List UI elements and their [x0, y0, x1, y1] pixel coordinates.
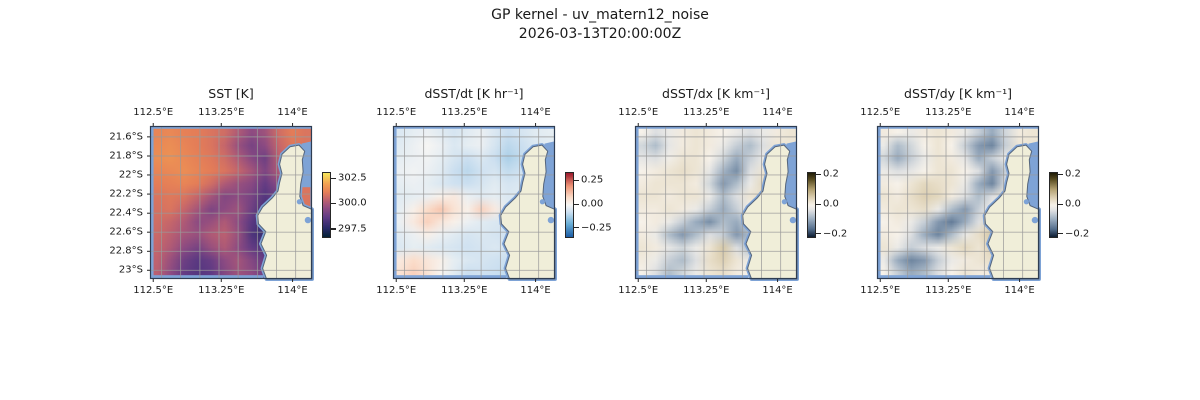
y-tick-label: 21.8°S	[109, 150, 143, 162]
colorbar-tick-label: 0.0	[1065, 198, 1081, 210]
colorbar-tick	[574, 227, 579, 229]
x-axis-bottom-labels: 112.5°E 113.25°E 114°E	[860, 285, 1039, 298]
colorbar-tick-label: 297.5	[338, 223, 367, 235]
colorbar-tick-label: 0.0	[823, 198, 839, 210]
colorbar-tick-label: 302.5	[338, 172, 367, 184]
x-tick-label: 114°E	[762, 285, 793, 296]
colorbar-tick	[574, 203, 579, 205]
coastline-overlay	[392, 123, 557, 282]
x-tick-label: 114°E	[520, 285, 551, 296]
colorbar-tick	[1058, 173, 1063, 175]
x-axis-top-labels: 112.5°E 113.25°E 114°E	[133, 107, 312, 120]
colorbar-tick-label: 300.0	[338, 197, 367, 209]
colorbar-tick	[1058, 233, 1063, 235]
x-tick-label: 114°E	[762, 107, 793, 118]
colorbar-gradient	[807, 172, 816, 238]
coastline-overlay	[147, 123, 314, 282]
colorbar-sst: 302.5 300.0 297.5	[322, 172, 392, 238]
x-axis-bottom-labels: 112.5°E 113.25°E 114°E	[376, 285, 555, 298]
colorbar-tick-label: −0.2	[823, 228, 848, 240]
x-axis-bottom-labels: 112.5°E 113.25°E 114°E	[618, 285, 797, 298]
x-tick-label: 113.25°E	[925, 285, 972, 296]
colorbar-tick	[331, 228, 336, 230]
x-tick-label: 112.5°E	[376, 107, 417, 118]
y-tick-label: 21.6°S	[109, 131, 143, 143]
figure-timestamp: 2026-03-13T20:00:00Z	[518, 26, 682, 42]
colorbar-tick	[816, 203, 821, 205]
panel-title: SST [K]	[208, 86, 254, 101]
x-tick-label: 113.25°E	[441, 107, 488, 118]
x-tick-label: 114°E	[1004, 285, 1035, 296]
colorbar-gradient	[565, 172, 574, 238]
y-tick-label: 22.4°S	[109, 207, 143, 219]
colorbar-tick	[331, 177, 336, 179]
colorbar-tick	[331, 202, 336, 205]
y-tick-label: 22.6°S	[109, 226, 143, 238]
panel-title: dSST/dx [K km⁻¹]	[662, 86, 770, 101]
colorbar-dsst-dt: 0.25 0.00 −0.25	[565, 172, 635, 238]
map-plot-area	[392, 123, 557, 282]
x-tick-label: 113.25°E	[198, 285, 245, 296]
x-tick-label: 113.25°E	[925, 107, 972, 118]
colorbar-tick-label: −0.25	[581, 221, 612, 233]
y-tick-label: 22°S	[118, 169, 143, 181]
colorbar-gradient	[1049, 172, 1058, 238]
x-tick-label: 112.5°E	[133, 285, 174, 296]
colorbar-tick-label: 0.2	[823, 168, 839, 180]
coastline-overlay	[876, 123, 1041, 282]
x-tick-label: 112.5°E	[133, 107, 174, 118]
panel-dsst-dy: dSST/dy [K km⁻¹] 112.5°E 113.25°E 114°E 11…	[860, 86, 1089, 346]
x-tick-label: 114°E	[1004, 107, 1035, 118]
colorbar-tick-label: −0.2	[1065, 228, 1090, 240]
panel-sst: SST [K] 112.5°E 113.25°E 114°E 21.6°S 21.8°…	[109, 86, 366, 346]
panel-dsst-dx: dSST/dx [K km⁻¹] 112.5°E 113.25°E 114°E 11…	[618, 86, 847, 346]
x-tick-label: 113.25°E	[683, 107, 730, 118]
x-tick-label: 114°E	[277, 107, 308, 118]
x-tick-label: 114°E	[520, 107, 551, 118]
y-tick-label: 22.2°S	[109, 188, 143, 200]
x-tick-label: 112.5°E	[618, 285, 659, 296]
colorbar-tick	[816, 173, 821, 175]
colorbar-gradient	[322, 172, 331, 238]
x-tick-label: 113.25°E	[198, 107, 245, 118]
figure-suptitle: GP kernel - uv_matern12_noise	[491, 7, 709, 23]
x-axis-top-labels: 112.5°E 113.25°E 114°E	[618, 107, 797, 120]
colorbar-tick	[1058, 203, 1063, 205]
panel-dsst-dt: dSST/dt [K hr⁻¹] 112.5°E 113.25°E 114°E 11…	[376, 86, 611, 346]
x-axis-top-labels: 112.5°E 113.25°E 114°E	[860, 107, 1039, 120]
y-tick-label: 23°S	[118, 264, 143, 276]
map-plot-area	[147, 123, 314, 282]
colorbar-tick	[574, 179, 579, 182]
y-tick-label: 22.8°S	[109, 245, 143, 257]
coastline-overlay	[634, 123, 799, 282]
x-axis-bottom-labels: 112.5°E 113.25°E 114°E	[133, 285, 312, 298]
map-plot-area	[634, 123, 799, 282]
x-axis-top-labels: 112.5°E 113.25°E 114°E	[376, 107, 555, 120]
colorbar-tick	[816, 233, 821, 235]
colorbar-tick-label: 0.00	[581, 198, 604, 210]
y-axis-labels: 21.6°S 21.8°S 22°S 22.2°S 22.4°S 22.6°S 22.8°S…	[84, 126, 146, 279]
x-tick-label: 114°E	[277, 285, 308, 296]
x-tick-label: 113.25°E	[683, 285, 730, 296]
panel-title: dSST/dy [K km⁻¹]	[904, 86, 1012, 101]
x-tick-label: 112.5°E	[618, 107, 659, 118]
x-tick-label: 112.5°E	[860, 107, 901, 118]
map-plot-area	[876, 123, 1041, 282]
x-tick-label: 113.25°E	[441, 285, 488, 296]
panel-title: dSST/dt [K hr⁻¹]	[424, 86, 524, 101]
x-tick-label: 112.5°E	[860, 285, 901, 296]
colorbar-tick-label: 0.25	[581, 174, 604, 186]
colorbar-dsst-dx: 0.2 0.0 −0.2	[807, 168, 877, 240]
colorbar-dsst-dy: 0.2 0.0 −0.2	[1049, 168, 1119, 240]
colorbar-tick-label: 0.2	[1065, 168, 1081, 180]
x-tick-label: 112.5°E	[376, 285, 417, 296]
